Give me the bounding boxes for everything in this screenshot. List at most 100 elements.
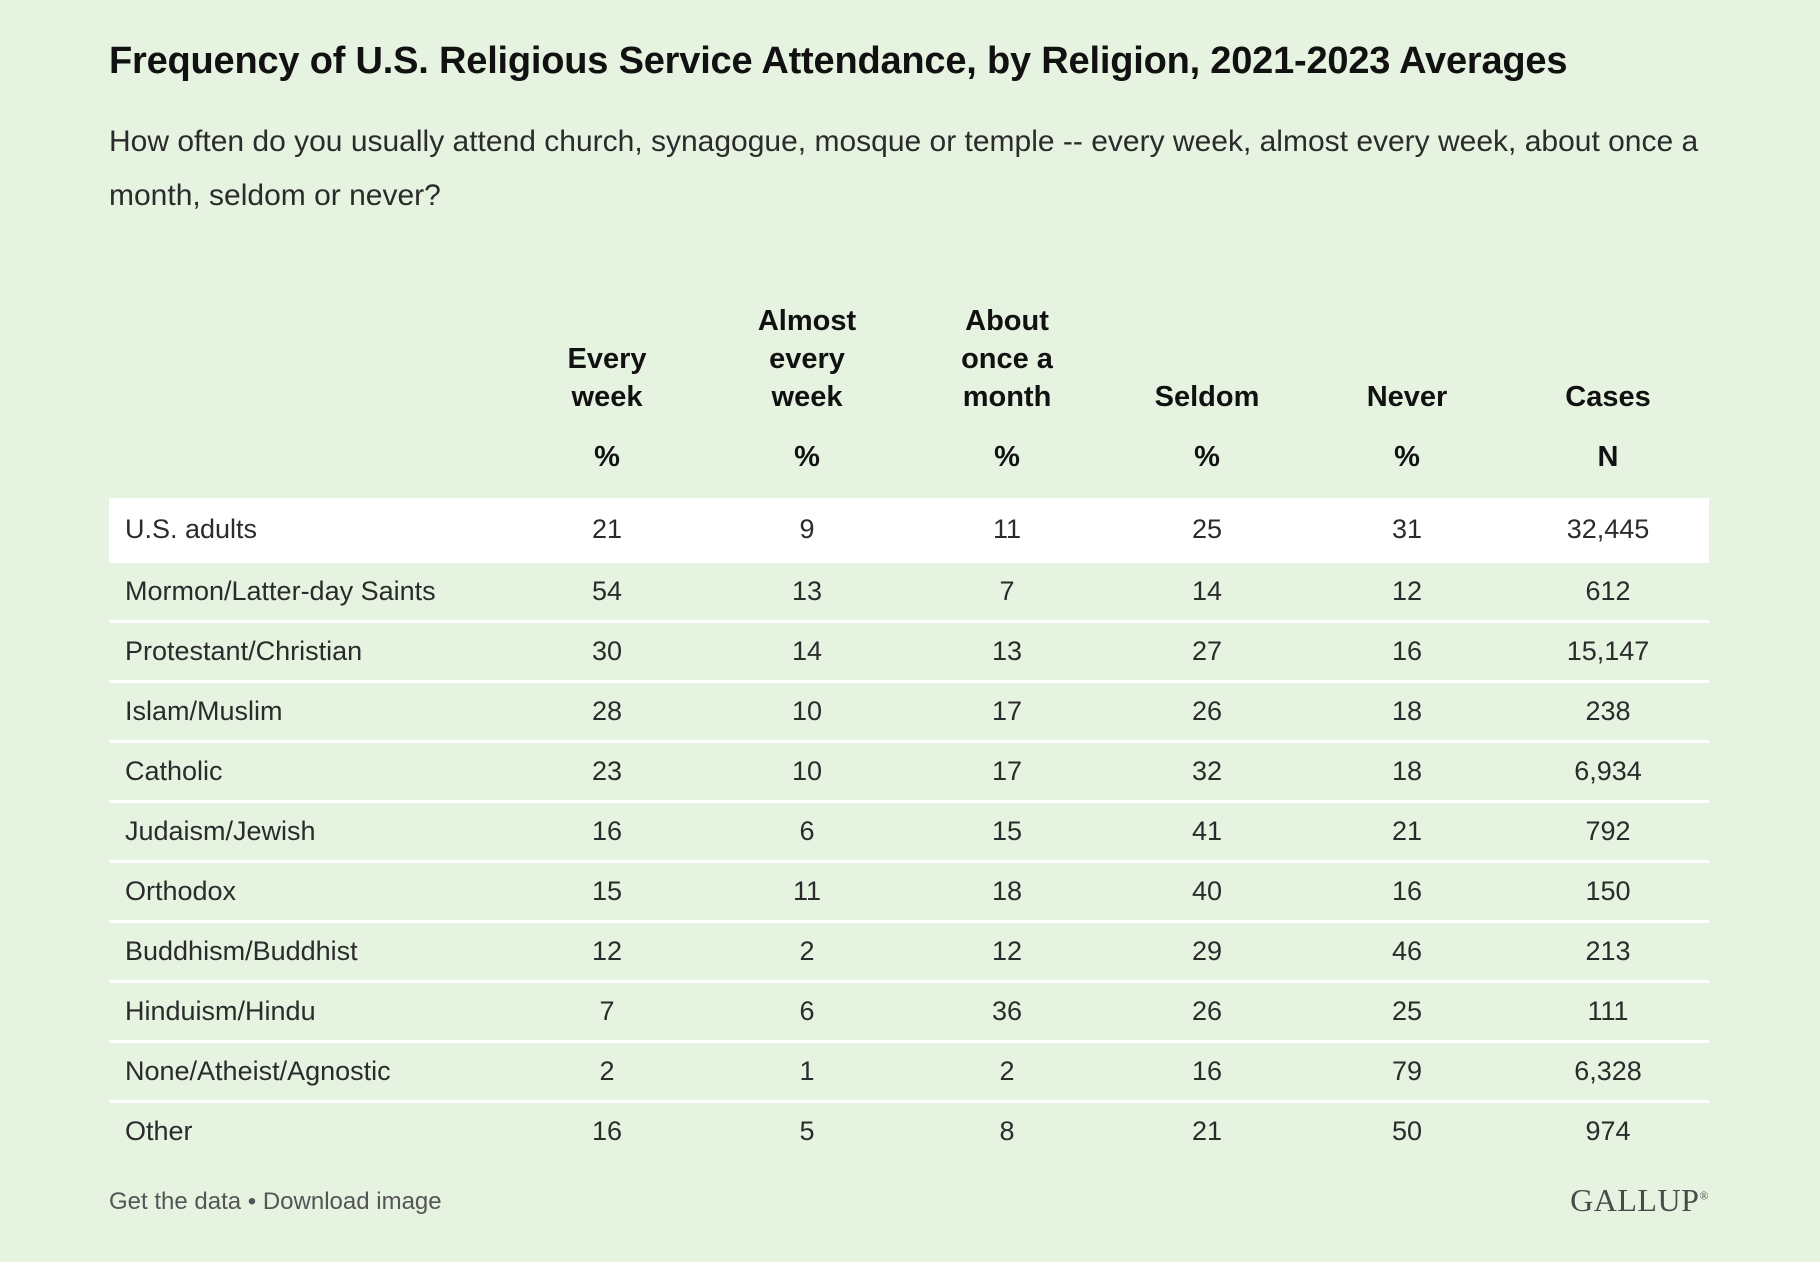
chart-title: Frequency of U.S. Religious Service Atte… (109, 40, 1568, 82)
table-cell: 21 (1107, 1100, 1307, 1160)
table-cell: 16 (507, 1100, 707, 1160)
table-cell: 15 (907, 800, 1107, 862)
column-unit: % (994, 441, 1020, 473)
table-cell: 111 (1507, 980, 1709, 1042)
table-cell: 213 (1507, 920, 1709, 982)
table-cell: 2 (707, 920, 907, 982)
table-cell: 974 (1507, 1100, 1709, 1160)
table-cell: 6 (707, 800, 907, 862)
column-header-line: Almost (757, 305, 857, 337)
table-cell: 18 (1307, 680, 1507, 742)
row-label: Catholic (109, 740, 507, 802)
column-unit: % (594, 441, 620, 473)
logo-text: GALLUP (1570, 1182, 1700, 1218)
logo-registered-mark: ® (1699, 1188, 1709, 1203)
column-header: Cases (1507, 290, 1709, 416)
table-cell: 5 (707, 1100, 907, 1160)
table-cell: 10 (707, 680, 907, 742)
table-cell: 16 (1307, 860, 1507, 922)
table-cell: 12 (907, 920, 1107, 982)
column-header-line: month (962, 381, 1052, 413)
table-cell: 15 (507, 860, 707, 922)
column-unit: % (1194, 441, 1220, 473)
table-cell: 6 (707, 980, 907, 1042)
table-row: Islam/Muslim 28 10 17 26 18 238 (109, 680, 1709, 742)
row-label: Buddhism/Buddhist (109, 920, 507, 982)
unit-row: %%%%% N (109, 416, 1709, 498)
column-header-line: week (771, 381, 843, 413)
table-row: Orthodox 15 11 18 40 16 150 (109, 860, 1709, 922)
row-label: U.S. adults (109, 498, 507, 562)
table-cell: 14 (1107, 560, 1307, 622)
table-cell: 16 (507, 800, 707, 862)
table-cell: 6,934 (1507, 740, 1709, 802)
download-image-link[interactable]: Download image (262, 1188, 442, 1215)
table-row: Mormon/Latter-day Saints 54 13 7 14 12 612 (109, 560, 1709, 622)
table-cell: 12 (1307, 560, 1507, 622)
column-header-line: once a (961, 343, 1053, 375)
table-row: U.S. adults 21 9 11 25 31 32,445 (109, 498, 1709, 562)
row-label: Other (109, 1100, 507, 1160)
table-cell: 238 (1507, 680, 1709, 742)
table-cell: 41 (1107, 800, 1307, 862)
column-header: Never (1307, 290, 1507, 416)
column-header-line: Every (567, 343, 647, 375)
unit-blank (109, 416, 507, 498)
table-cell: 54 (507, 560, 707, 622)
table-cell: 21 (507, 498, 707, 562)
table-cell: 29 (1107, 920, 1307, 982)
table-cell: 26 (1107, 980, 1307, 1042)
table-cell: 792 (1507, 800, 1709, 862)
table-cell: 50 (1307, 1100, 1507, 1160)
table-cell: 16 (1107, 1040, 1307, 1102)
table-cell: 9 (707, 498, 907, 562)
table-cell: 10 (707, 740, 907, 802)
table-cell: 26 (1107, 680, 1307, 742)
table-cell: 18 (1307, 740, 1507, 802)
table-row: None/Atheist/Agnostic 2 1 2 16 79 6,328 (109, 1040, 1709, 1102)
table-cell: 27 (1107, 620, 1307, 682)
table-cell: 7 (907, 560, 1107, 622)
table-cell: 150 (1507, 860, 1709, 922)
row-label: Islam/Muslim (109, 680, 507, 742)
column-header-line: week (571, 381, 643, 413)
column-header-line: Never (1366, 381, 1448, 413)
table-cell: 6,328 (1507, 1040, 1709, 1102)
get-data-link[interactable]: Get the data (109, 1188, 242, 1215)
table-cell: 1 (707, 1040, 907, 1102)
row-label: None/Atheist/Agnostic (109, 1040, 507, 1102)
column-header: About once a month (907, 290, 1107, 416)
table-cell: 2 (907, 1040, 1107, 1102)
table-cell: 2 (507, 1040, 707, 1102)
table-row: Judaism/Jewish 16 6 15 41 21 792 (109, 800, 1709, 862)
table-row: Buddhism/Buddhist 12 2 12 29 46 213 (109, 920, 1709, 982)
header-blank (109, 290, 507, 416)
table-cell: 46 (1307, 920, 1507, 982)
table-cell: 7 (507, 980, 707, 1042)
table-cell: 31 (1307, 498, 1507, 562)
table-cell: 25 (1107, 498, 1307, 562)
column-header-line: About (965, 305, 1049, 337)
table-cell: 13 (707, 560, 907, 622)
table-cell: 32 (1107, 740, 1307, 802)
column-unit: % (1394, 441, 1420, 473)
column-header: Every week (507, 290, 707, 416)
footer-links: Get the data • Download image (109, 1188, 442, 1216)
table-cell: 40 (1107, 860, 1307, 922)
row-label: Hinduism/Hindu (109, 980, 507, 1042)
table-row: Other 16 5 8 21 50 974 (109, 1100, 1709, 1160)
table-cell: 17 (907, 680, 1107, 742)
table-cell: 21 (1307, 800, 1507, 862)
table-cell: 17 (907, 740, 1107, 802)
column-header-line: Seldom (1154, 381, 1260, 413)
table-cell: 18 (907, 860, 1107, 922)
table-row: Protestant/Christian 30 14 13 27 16 15,147 (109, 620, 1709, 682)
table-cell: 11 (707, 860, 907, 922)
table-row: Catholic 23 10 17 32 18 6,934 (109, 740, 1709, 802)
data-table: Every week Almost every week About once a month… (109, 290, 1709, 1160)
column-unit: N (1597, 441, 1619, 473)
table-cell: 14 (707, 620, 907, 682)
table-cell: 79 (1307, 1040, 1507, 1102)
footer-separator: • (241, 1188, 263, 1215)
